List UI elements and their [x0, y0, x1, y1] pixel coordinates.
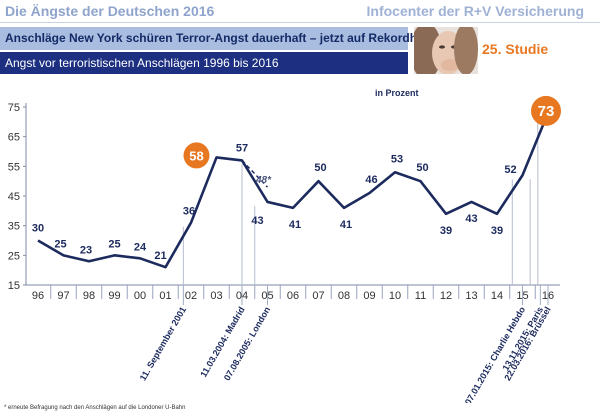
data-label: 25	[54, 238, 66, 250]
x-tick-label: 97	[57, 290, 69, 302]
data-label: 36	[183, 206, 195, 218]
x-tick-label: 98	[83, 290, 95, 302]
x-tick-label: 11	[415, 290, 426, 302]
data-label: 24	[134, 241, 147, 253]
x-tick-label: 09	[363, 290, 375, 302]
data-label: 53	[391, 153, 403, 165]
x-tick-label: 03	[210, 290, 222, 302]
data-label: 50	[416, 162, 428, 174]
data-label: 46	[365, 174, 377, 186]
data-label: 30	[32, 223, 44, 235]
data-label: 25	[108, 238, 120, 250]
event-label: 11.03.2004: Madrid	[198, 305, 246, 379]
headline-text: Anschläge New York schüren Terror-Angst …	[5, 31, 439, 45]
page-title: Die Ängste der Deutschen 2016	[5, 3, 215, 19]
header-divider	[0, 22, 600, 23]
y-tick-label: 45	[8, 191, 20, 203]
series-line	[37, 112, 550, 269]
unit-label: in Prozent	[375, 88, 419, 98]
data-label: 43	[465, 213, 477, 225]
y-axis: 15 25 35 45 55 65 75	[8, 102, 27, 292]
data-label: 58	[189, 148, 203, 163]
x-tick-label: 10	[389, 290, 401, 302]
footnote: * erneute Befragung nach den Anschlägen …	[4, 405, 186, 411]
x-tick-label: 14	[491, 290, 503, 302]
study-label: 25. Studie	[482, 41, 549, 57]
data-label: 50	[314, 162, 326, 174]
data-label: 41	[340, 219, 352, 231]
x-tick-label: 07	[312, 290, 324, 302]
data-label: 43	[251, 215, 263, 227]
y-tick-label: 55	[8, 161, 20, 173]
data-label: 23	[80, 244, 92, 256]
portrait-photo	[414, 27, 478, 74]
dashed-connector	[241, 159, 269, 188]
event-label: 11. September 2001	[138, 305, 188, 382]
y-tick-label: 25	[8, 250, 20, 262]
series-layer	[37, 112, 550, 269]
data-label: 39	[491, 225, 503, 237]
value-labels: 48* 30 25 23 25 24 21 36 58 57 43 41 50 41 46 53 50 39 43 3…	[32, 95, 561, 262]
event-label: 22.03.2016: Brüssel	[502, 305, 552, 382]
x-tick-label: 96	[32, 290, 44, 302]
x-axis: 96 97 98 99 00 01 02 03 04 05 06 07 08 09 10 11 12 13 14 15…	[26, 284, 560, 302]
data-label: 41	[289, 219, 301, 231]
x-tick-label: 13	[465, 290, 477, 302]
x-tick-label: 02	[185, 290, 197, 302]
x-tick-label: 00	[134, 290, 146, 302]
extra-point-label: 48*	[255, 175, 272, 186]
highlight-circle	[183, 142, 210, 169]
x-tick-label: 08	[338, 290, 350, 302]
data-label: 21	[154, 250, 166, 262]
data-label: 52	[504, 164, 516, 176]
data-label: 57	[236, 142, 248, 154]
y-tick-label: 75	[8, 102, 20, 114]
highlight-circle	[531, 95, 561, 126]
subtitle-banner: Angst vor terroristischen Anschlägen 199…	[0, 52, 408, 74]
x-tick-label: 99	[108, 290, 120, 302]
y-tick-label: 35	[8, 221, 20, 233]
x-tick-label: 01	[159, 290, 171, 302]
event-label: 07.08.2005: London	[222, 305, 272, 382]
data-label: 73	[538, 103, 555, 120]
brand-label: Infocenter der R+V Versicherung	[366, 3, 584, 19]
x-tick-label: 12	[440, 290, 452, 302]
data-label: 39	[440, 225, 452, 237]
y-tick-label: 15	[8, 280, 20, 292]
x-tick-label: 06	[287, 290, 299, 302]
subtitle-text: Angst vor terroristischen Anschlägen 199…	[5, 56, 279, 70]
y-tick-label: 65	[8, 132, 20, 144]
headline-banner: Anschläge New York schüren Terror-Angst …	[0, 27, 438, 50]
